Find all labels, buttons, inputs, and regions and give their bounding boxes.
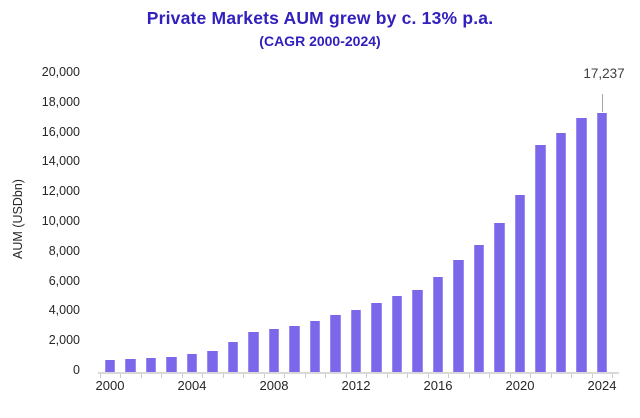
bar-2006: [227, 342, 239, 372]
bar-2019: [494, 222, 505, 372]
x-tick-mark: [140, 374, 142, 378]
data-label-2024: 17,237: [583, 66, 625, 81]
y-tick-label-6000: 6,000: [48, 273, 80, 288]
x-tick-mark: [345, 374, 347, 378]
y-tick-label-12000: 12,000: [41, 184, 80, 199]
x-tick-mark: [530, 374, 532, 378]
chart-title: Private Markets AUM grew by c. 13% p.a.: [146, 8, 494, 28]
y-tick-label-14000: 14,000: [41, 154, 80, 169]
y-tick-label-20000: 20,000: [41, 65, 80, 79]
x-tick-mark: [325, 374, 327, 378]
x-tick-mark: [427, 374, 429, 378]
x-tick-label-2012: 2012: [341, 378, 371, 393]
x-tick-mark: [489, 374, 491, 378]
x-tick-mark: [571, 374, 573, 378]
y-tick-label-4000: 4,000: [48, 303, 80, 318]
x-tick-mark: [284, 374, 286, 378]
x-tick-mark: [243, 374, 245, 378]
bar-2020: [514, 194, 526, 372]
x-tick-mark: [161, 374, 163, 378]
x-tick-mark: [99, 374, 101, 378]
bar-2014: [391, 296, 403, 372]
y-tick-label-16000: 16,000: [41, 124, 80, 139]
bar-2024: [596, 113, 608, 372]
x-tick-mark: [612, 374, 614, 378]
bar-2011: [330, 315, 341, 372]
x-tick-label-2000: 2000: [95, 378, 125, 393]
x-tick-label-2008: 2008: [259, 378, 289, 393]
bar-2008: [268, 328, 280, 372]
x-tick-mark: [222, 374, 224, 378]
bar-2017: [453, 260, 464, 372]
x-tick-mark: [407, 374, 409, 378]
annotation-leader-line: [602, 94, 603, 113]
bar-2004: [186, 354, 198, 372]
bar-2016: [432, 277, 444, 372]
bar-2003: [166, 356, 177, 372]
bar-2012: [350, 309, 362, 372]
x-tick-mark: [202, 374, 204, 378]
x-tick-mark: [448, 374, 450, 378]
bar-2005: [207, 350, 218, 372]
x-tick-mark: [120, 374, 122, 378]
bar-2015: [412, 289, 423, 372]
x-tick-label-2024: 2024: [587, 378, 617, 393]
x-tick-mark: [591, 374, 593, 378]
x-tick-label-2004: 2004: [177, 378, 207, 393]
x-tick-mark: [181, 374, 183, 378]
x-tick-mark: [468, 374, 470, 378]
x-tick-mark: [386, 374, 388, 378]
x-tick-mark: [263, 374, 265, 378]
bar-2001: [125, 358, 136, 372]
x-tick-label-2020: 2020: [505, 378, 535, 393]
bar-2010: [309, 321, 321, 372]
bar-2007: [248, 332, 259, 372]
x-tick-mark: [304, 374, 306, 378]
y-tick-label-2000: 2,000: [48, 333, 80, 348]
bar-2023: [576, 118, 587, 372]
y-tick-label-10000: 10,000: [41, 214, 80, 228]
x-tick-mark: [550, 374, 552, 378]
x-tick-mark: [366, 374, 368, 378]
y-tick-label-18000: 18,000: [41, 94, 80, 109]
x-tick-mark: [509, 374, 511, 378]
bar-2022: [555, 133, 567, 372]
bar-2013: [371, 303, 382, 372]
x-tick-label-2016: 2016: [423, 378, 453, 393]
bar-2002: [145, 358, 157, 372]
bar-2021: [535, 144, 546, 372]
bar-2000: [104, 359, 116, 372]
y-tick-label-0: 0: [73, 363, 80, 377]
chart-subtitle: (CAGR 2000-2024): [259, 33, 381, 49]
bar-2009: [289, 326, 300, 372]
x-axis-line: [98, 372, 619, 374]
bar-2018: [473, 244, 485, 372]
y-tick-label-8000: 8,000: [48, 243, 80, 258]
